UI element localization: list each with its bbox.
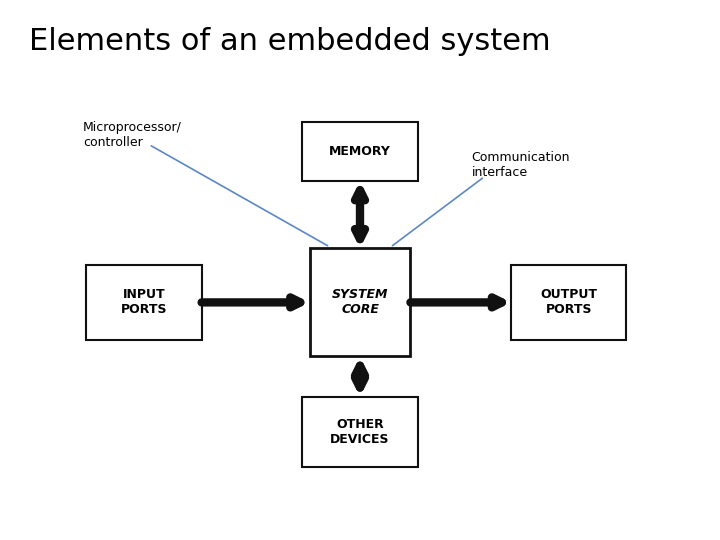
Text: OTHER
DEVICES: OTHER DEVICES [330, 418, 390, 446]
Text: Communication
interface: Communication interface [472, 151, 570, 179]
Bar [302, 122, 418, 181]
Text: Elements of an embedded system: Elements of an embedded system [29, 27, 550, 56]
Text: OUTPUT
PORTS: OUTPUT PORTS [540, 288, 598, 316]
Text: SYSTEM
CORE: SYSTEM CORE [332, 288, 388, 316]
Bar [86, 265, 202, 340]
Text: INPUT
PORTS: INPUT PORTS [121, 288, 167, 316]
Text: MEMORY: MEMORY [329, 145, 391, 158]
Bar [302, 397, 418, 467]
Text: Microprocessor/
controller: Microprocessor/ controller [83, 122, 181, 150]
Bar [511, 265, 626, 340]
Bar [310, 248, 410, 356]
